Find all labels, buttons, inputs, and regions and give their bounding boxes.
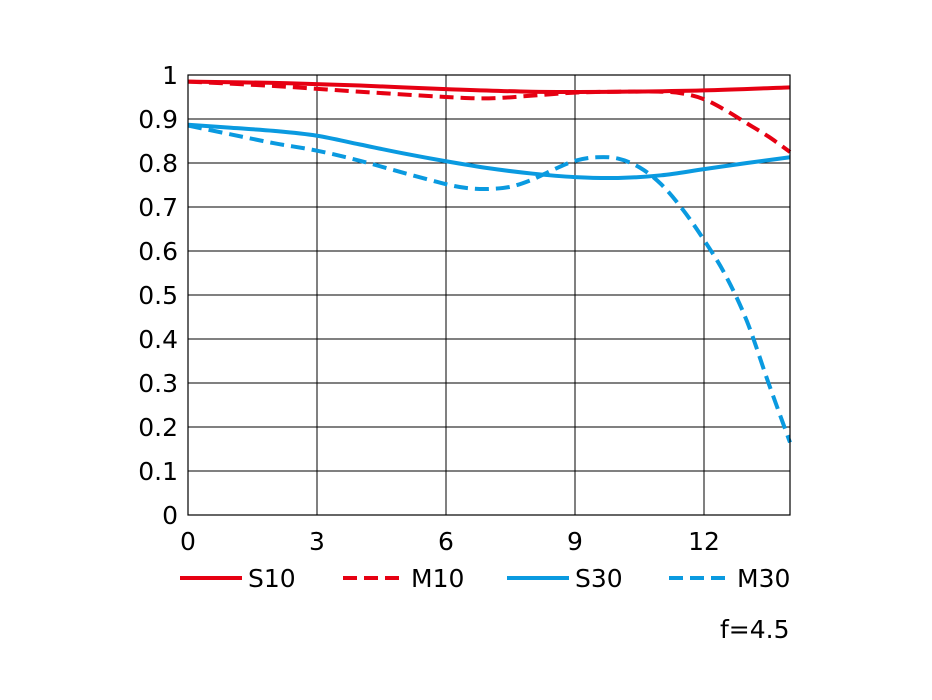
y-tick-labels: 0 0.1 0.2 0.3 0.4 0.5 0.6 0.7 0.8 0.9 1: [138, 61, 178, 530]
x-tick-label: 6: [438, 527, 454, 556]
x-tick-label: 0: [180, 527, 196, 556]
series-lines: [187, 79, 792, 444]
y-tick-label: 0.1: [138, 457, 178, 486]
y-tick-label: 0.9: [138, 105, 178, 134]
y-tick-label: 0.3: [138, 369, 178, 398]
x-tick-label: 12: [688, 527, 720, 556]
series-line-s30: [187, 122, 791, 181]
y-tick-label: 0.2: [138, 413, 178, 442]
legend-label-m30: M30: [737, 564, 790, 593]
x-tick-labels: 0 3 6 9 12: [180, 527, 720, 556]
y-tick-label: 0: [162, 501, 178, 530]
y-tick-label: 1: [162, 61, 178, 90]
x-tick-label: 9: [567, 527, 583, 556]
y-tick-label: 0.4: [138, 325, 178, 354]
y-tick-label: 0.7: [138, 193, 178, 222]
x-tick-label: 3: [309, 527, 325, 556]
series-line-m30: [187, 123, 792, 444]
y-tick-label: 0.6: [138, 237, 178, 266]
series-line-m10: [187, 79, 792, 154]
legend: S10 M10 S30 M30: [180, 564, 790, 593]
series-line-s10: [187, 79, 791, 94]
legend-label-m10: M10: [411, 564, 464, 593]
aperture-annotation: f=4.5: [720, 615, 790, 644]
legend-label-s30: S30: [575, 564, 623, 593]
grid: [187, 74, 790, 516]
plot-frame: [187, 74, 791, 516]
y-tick-label: 0.5: [138, 281, 178, 310]
legend-label-s10: S10: [248, 564, 296, 593]
y-tick-label: 0.8: [138, 149, 178, 178]
